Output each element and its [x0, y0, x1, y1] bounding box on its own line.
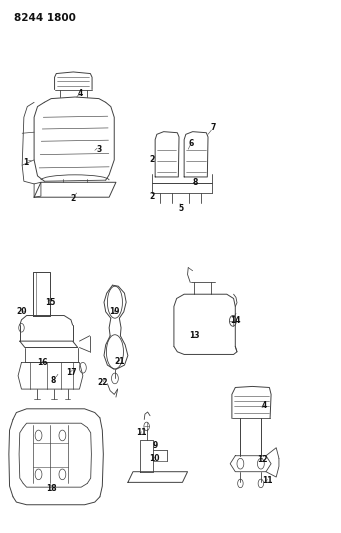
Text: 16: 16 [38, 358, 48, 367]
Text: 9: 9 [152, 441, 158, 449]
Text: 22: 22 [98, 378, 108, 387]
Text: 17: 17 [66, 368, 77, 376]
Text: 4: 4 [262, 401, 267, 409]
Text: 4: 4 [77, 89, 83, 98]
Text: 2: 2 [149, 156, 154, 164]
Text: 12: 12 [257, 455, 268, 464]
Text: 20: 20 [16, 308, 26, 316]
Text: 8: 8 [50, 376, 56, 384]
Text: 21: 21 [114, 357, 124, 366]
Text: 14: 14 [230, 317, 240, 325]
Text: 8: 8 [192, 178, 198, 187]
Text: 19: 19 [109, 308, 119, 316]
Text: 2: 2 [71, 194, 76, 203]
Text: 3: 3 [96, 145, 102, 154]
Text: 2: 2 [149, 192, 154, 200]
Text: 13: 13 [189, 332, 199, 340]
Text: 6: 6 [188, 140, 194, 148]
Text: 10: 10 [149, 454, 160, 463]
Text: 7: 7 [210, 124, 216, 132]
Text: 8244 1800: 8244 1800 [14, 13, 75, 23]
Text: 15: 15 [45, 298, 56, 307]
Text: 18: 18 [46, 484, 57, 493]
Text: 5: 5 [178, 205, 183, 213]
Text: 1: 1 [23, 158, 28, 167]
Text: 11: 11 [136, 429, 147, 437]
Text: 11: 11 [263, 477, 273, 485]
